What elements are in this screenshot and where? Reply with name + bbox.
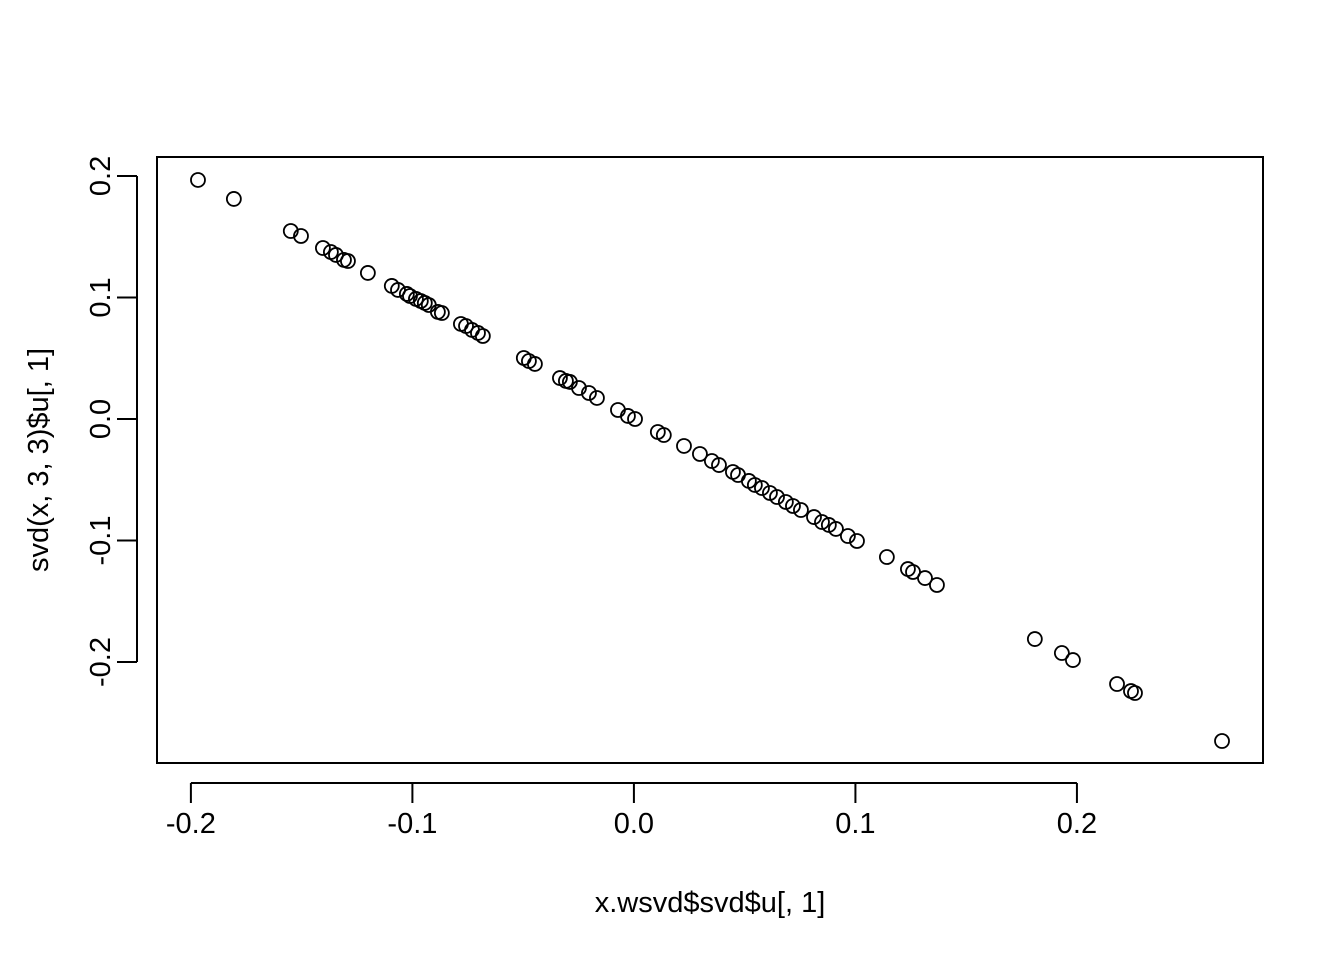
point bbox=[711, 457, 727, 473]
point bbox=[769, 489, 785, 505]
x-tick-label: 0.1 bbox=[835, 808, 875, 840]
point bbox=[917, 570, 933, 586]
point bbox=[814, 514, 830, 530]
point bbox=[878, 549, 895, 565]
point bbox=[676, 438, 692, 454]
point bbox=[420, 297, 437, 313]
point bbox=[225, 191, 242, 207]
point bbox=[474, 328, 491, 344]
point bbox=[793, 502, 809, 518]
point bbox=[730, 467, 746, 483]
point bbox=[581, 385, 597, 401]
point bbox=[340, 253, 356, 269]
point bbox=[1026, 631, 1043, 647]
point bbox=[1214, 733, 1230, 749]
point bbox=[655, 427, 672, 443]
point bbox=[929, 577, 945, 593]
point bbox=[828, 521, 844, 537]
point bbox=[571, 380, 587, 396]
point bbox=[725, 464, 741, 480]
point bbox=[1053, 645, 1070, 661]
y-tick-label: 0.0 bbox=[85, 399, 117, 439]
point bbox=[282, 223, 299, 239]
y-axis-label: svd(x, 3, 3)$u[, 1] bbox=[23, 348, 55, 572]
point bbox=[1127, 685, 1143, 701]
y-tick-label: 0.1 bbox=[85, 277, 117, 317]
x-tick-label: 0.0 bbox=[614, 808, 654, 840]
point bbox=[1109, 676, 1125, 692]
point bbox=[849, 533, 865, 549]
point bbox=[1065, 652, 1081, 668]
point bbox=[785, 498, 801, 514]
point bbox=[359, 265, 376, 281]
point bbox=[692, 446, 708, 462]
point bbox=[839, 528, 856, 544]
point bbox=[526, 356, 543, 372]
point bbox=[589, 390, 605, 406]
point bbox=[746, 477, 763, 493]
y-tick-label: -0.2 bbox=[85, 637, 117, 687]
point bbox=[398, 286, 415, 302]
point bbox=[620, 408, 636, 424]
point bbox=[627, 411, 643, 427]
x-axis-label: x.wsvd$svd$u[, 1] bbox=[595, 887, 826, 919]
point bbox=[315, 240, 331, 256]
x-tick-label: -0.2 bbox=[166, 808, 216, 840]
y-tick-label: 0.2 bbox=[85, 156, 117, 196]
x-tick-label: -0.1 bbox=[387, 808, 437, 840]
y-tick-label: -0.1 bbox=[85, 516, 117, 566]
point bbox=[433, 305, 450, 321]
plot-box bbox=[156, 156, 1264, 764]
point bbox=[190, 172, 206, 188]
point bbox=[806, 509, 822, 525]
point bbox=[293, 228, 309, 244]
x-tick-label: 0.2 bbox=[1057, 808, 1097, 840]
point bbox=[754, 480, 770, 496]
